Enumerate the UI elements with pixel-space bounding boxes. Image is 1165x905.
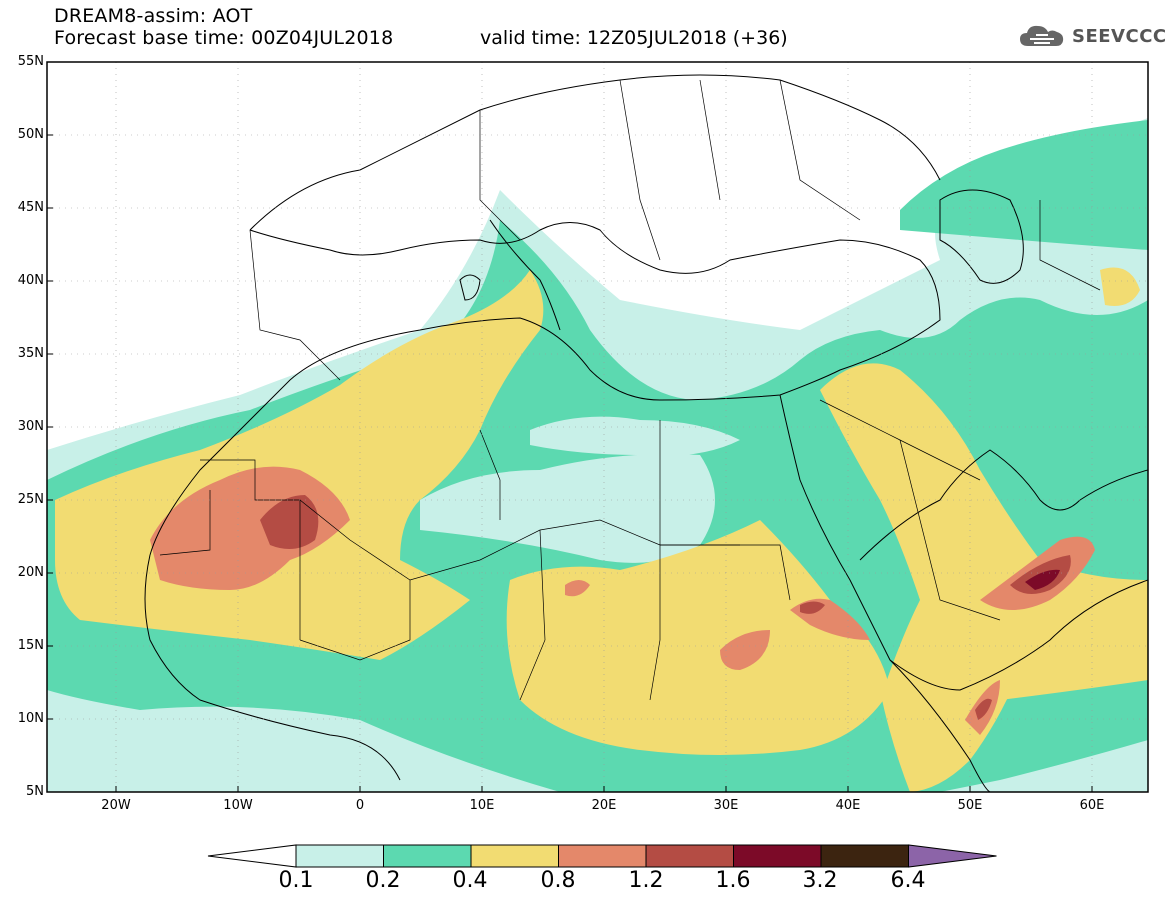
lat-label-35n: 35N xyxy=(17,346,44,361)
lat-label-45n: 45N xyxy=(17,200,44,215)
lat-label-30n: 30N xyxy=(17,419,44,434)
aot-band-0.8-sudan xyxy=(720,630,770,670)
lat-label-5n: 5N xyxy=(26,784,44,799)
map-title: DREAM8-assim: AOT xyxy=(54,5,253,27)
lon-label-40e: 40E xyxy=(835,798,861,813)
colorbar-segment xyxy=(820,844,909,868)
lat-label-10n: 10N xyxy=(17,711,44,726)
colorbar-label: 6.4 xyxy=(890,868,926,893)
colorbar-arrow-high xyxy=(908,844,997,868)
colorbar-label: 0.1 xyxy=(278,868,314,893)
aot-band-0.4-sahel xyxy=(506,520,890,755)
aot-gap-egypt xyxy=(530,416,740,456)
aot-band-0.8-chad xyxy=(565,580,590,597)
lat-label-20n: 20N xyxy=(17,565,44,580)
colorbar-label: 1.2 xyxy=(628,868,664,893)
country-borders xyxy=(159,79,1101,701)
aot-band-1.2-ethiopia xyxy=(800,601,825,614)
cloud-icon xyxy=(1020,25,1064,46)
lon-label-20w: 20W xyxy=(101,798,131,813)
colorbar-segment xyxy=(733,844,822,868)
colorbar-label: 1.6 xyxy=(715,868,751,893)
lon-label-60e: 60E xyxy=(1079,798,1105,813)
lon-label-30e: 30E xyxy=(713,798,739,813)
lon-label-20e: 20E xyxy=(591,798,617,813)
axis-ticks xyxy=(47,134,1093,792)
lat-label-25n: 25N xyxy=(17,492,44,507)
lat-label-15n: 15N xyxy=(17,638,44,653)
colorbar-label: 0.4 xyxy=(452,868,488,893)
colorbar-segment xyxy=(383,844,472,868)
aot-band-1.6-oman xyxy=(1025,569,1060,590)
colorbar-segment xyxy=(558,844,647,868)
colorbar-label: 0.2 xyxy=(365,868,401,893)
valid-time: valid time: 12Z05JUL2018 (+36) xyxy=(480,27,788,49)
lat-label-40n: 40N xyxy=(17,273,44,288)
aot-band-0.2-caspian xyxy=(900,120,1148,250)
forecast-base-time: Forecast base time: 00Z04JUL2018 xyxy=(54,27,394,49)
aot-contours xyxy=(47,118,1148,792)
seevccc-logo: SEEVCCC xyxy=(1018,22,1165,50)
colorbar-segment xyxy=(645,844,734,868)
lon-label-10w: 10W xyxy=(223,798,253,813)
aot-band-0.4-iran xyxy=(1100,267,1140,306)
lon-label-0: 0 xyxy=(355,798,365,813)
aot-gap-libya xyxy=(420,454,715,563)
lat-label-55n: 55N xyxy=(17,54,44,69)
colorbar-label: 0.8 xyxy=(540,868,576,893)
lat-label-50n: 50N xyxy=(17,127,44,142)
coastlines xyxy=(144,74,1148,792)
lon-label-10e: 10E xyxy=(469,798,495,813)
lon-label-50e: 50E xyxy=(957,798,983,813)
colorbar-segment xyxy=(470,844,559,868)
aot-band-1.2-somalia xyxy=(975,698,992,720)
aot-band-1.2-mali xyxy=(260,495,319,549)
colorbar-segment xyxy=(295,844,384,868)
logo-text: SEEVCCC xyxy=(1072,25,1165,47)
colorbar-label: 3.2 xyxy=(802,868,838,893)
colorbar-arrow-low xyxy=(207,844,297,868)
